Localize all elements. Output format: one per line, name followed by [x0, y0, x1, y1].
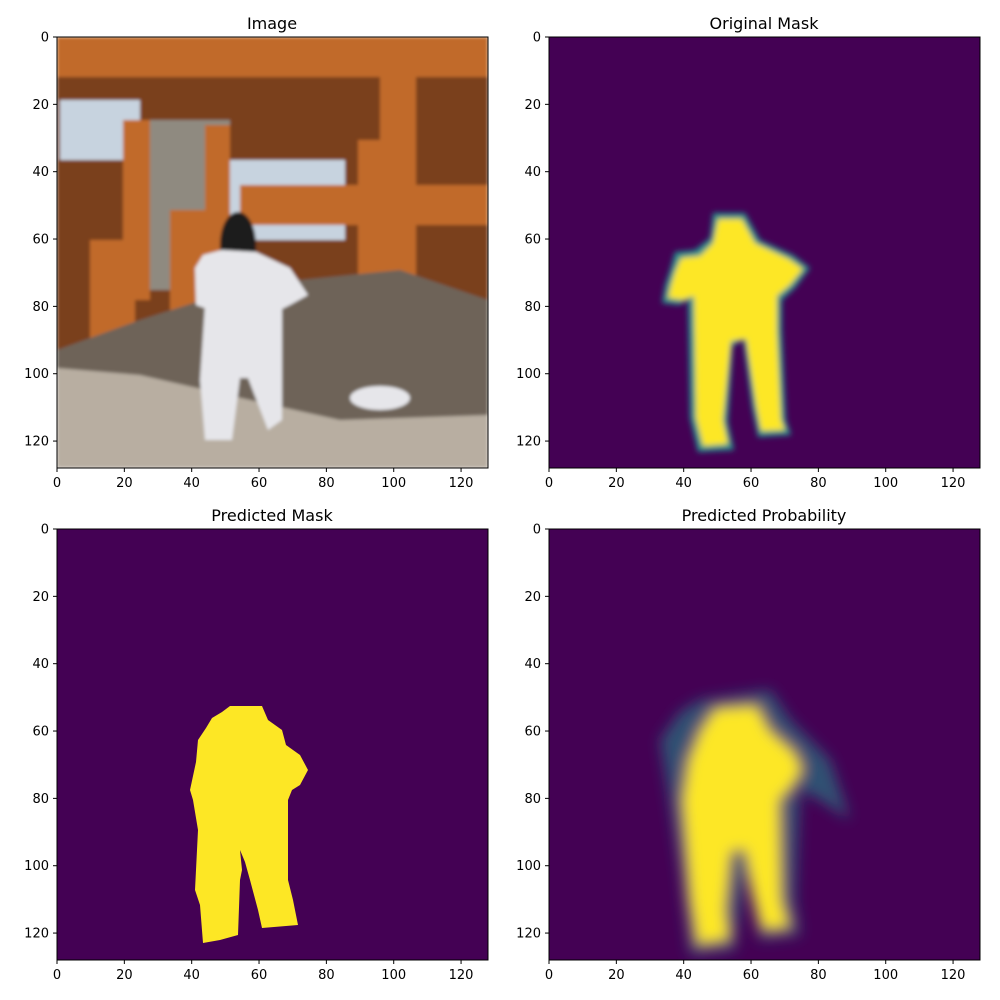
axes-predicted-probability: 0 20 40 60 80 100 120 0 20 40 60 80 100 120 [516, 523, 981, 983]
x-tick-label: 60 [743, 968, 760, 983]
x-tick-label: 80 [318, 968, 335, 983]
y-tick-label: 80 [524, 792, 541, 807]
y-tick-label: 0 [41, 523, 49, 538]
y-tick-label: 40 [524, 165, 541, 180]
photo-person [195, 212, 308, 440]
y-tick-label: 120 [24, 927, 49, 942]
y-tick-label: 20 [32, 590, 49, 605]
y-tick-label: 100 [24, 859, 49, 874]
panel-title: Predicted Mask [211, 506, 333, 525]
photo-railing [240, 185, 488, 225]
x-tick-label: 0 [545, 476, 553, 491]
y-tick-label: 120 [516, 435, 541, 450]
x-tick-label: 100 [381, 476, 406, 491]
probability-foreground [682, 705, 803, 945]
y-tick-label: 20 [32, 98, 49, 113]
x-tick-label: 40 [183, 968, 200, 983]
y-tick-label: 80 [524, 300, 541, 315]
photo-jacket [195, 250, 308, 310]
y-tick-label: 40 [32, 657, 49, 672]
axes-frame [548, 36, 981, 469]
x-tick-label: 20 [116, 476, 133, 491]
y-tick-label: 120 [24, 435, 49, 450]
x-tick-label: 120 [449, 476, 474, 491]
y-tick-label: 60 [32, 725, 49, 740]
panel-original-mask: Original Mask [549, 14, 980, 468]
photo-content [57, 37, 488, 468]
y-tick-label: 100 [516, 367, 541, 382]
y-tick-label: 20 [524, 98, 541, 113]
mask-foreground [190, 706, 308, 943]
panel-image: Image [57, 14, 488, 468]
photo-stone [350, 386, 410, 410]
x-tick-label: 80 [810, 476, 827, 491]
x-tick-label: 20 [608, 476, 625, 491]
panel-predicted-probability: Predicted Probability [549, 506, 980, 960]
y-tick-label: 80 [32, 792, 49, 807]
x-tick-label: 100 [873, 476, 898, 491]
axes-frame [548, 528, 981, 961]
y-tick-label: 40 [32, 165, 49, 180]
x-tick-label: 80 [318, 476, 335, 491]
x-tick-label: 60 [251, 968, 268, 983]
x-tick-label: 100 [873, 968, 898, 983]
panel-title: Image [247, 14, 297, 33]
x-tick-label: 20 [608, 968, 625, 983]
x-tick-label: 60 [743, 476, 760, 491]
x-tick-label: 60 [251, 476, 268, 491]
y-tick-label: 0 [533, 523, 541, 538]
y-tick-label: 60 [524, 725, 541, 740]
axes-original-mask: 0 20 40 60 80 100 120 0 20 40 60 80 100 120 [516, 31, 981, 491]
panel-predicted-mask: Predicted Mask [57, 506, 488, 960]
x-tick-label: 120 [941, 968, 966, 983]
photo-beam-top [57, 37, 488, 77]
x-tick-label: 40 [183, 476, 200, 491]
axes-frame [56, 528, 489, 961]
panel-title: Predicted Probability [682, 506, 847, 525]
x-tick-label: 0 [53, 476, 61, 491]
axes-frame [56, 36, 489, 469]
x-tick-label: 0 [545, 968, 553, 983]
y-tick-label: 80 [32, 300, 49, 315]
x-tick-label: 120 [449, 968, 474, 983]
y-tick-label: 40 [524, 657, 541, 672]
x-tick-label: 80 [810, 968, 827, 983]
y-tick-label: 100 [516, 859, 541, 874]
y-tick-label: 0 [41, 31, 49, 46]
y-tick-label: 100 [24, 367, 49, 382]
mask-foreground [668, 219, 803, 446]
x-tick-label: 20 [116, 968, 133, 983]
x-tick-label: 100 [381, 968, 406, 983]
axes-layer: 0 20 40 60 80 100 120 0 20 40 60 80 100 120 0 20 40 60 80 1… [24, 31, 981, 983]
y-tick-label: 120 [516, 927, 541, 942]
y-tick-label: 60 [32, 233, 49, 248]
mask-content [57, 529, 488, 960]
mask-content [549, 37, 980, 468]
panel-title: Original Mask [710, 14, 820, 33]
photo-pants [200, 305, 282, 440]
x-tick-label: 120 [941, 476, 966, 491]
axes-predicted-mask: 0 20 40 60 80 100 120 0 20 40 60 80 100 120 [24, 523, 489, 983]
y-tick-label: 60 [524, 233, 541, 248]
x-tick-label: 40 [675, 968, 692, 983]
axes-image: 0 20 40 60 80 100 120 0 20 40 60 80 100 120 [24, 31, 489, 491]
x-tick-label: 40 [675, 476, 692, 491]
y-tick-label: 20 [524, 590, 541, 605]
probability-content [549, 529, 980, 960]
x-tick-label: 0 [53, 968, 61, 983]
y-tick-label: 0 [533, 31, 541, 46]
